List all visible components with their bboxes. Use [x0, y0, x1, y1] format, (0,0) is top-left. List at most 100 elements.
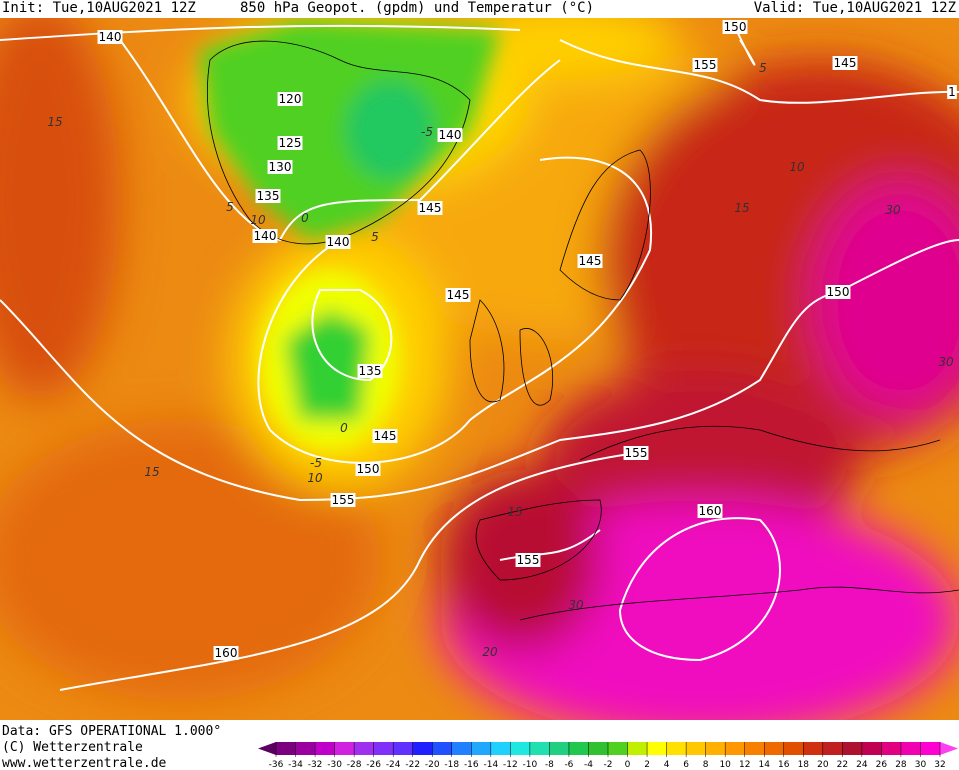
label-box [437, 128, 463, 142]
colorbar-label: 26 [876, 760, 888, 770]
colorbar: -36 -34 -32 -30 -28 -26 -24 -22 -20 -18 -16 -14 -12-… [258, 742, 958, 770]
label-box [722, 20, 748, 34]
colorbar-label: -2 [604, 760, 613, 770]
copyright: (C) Wetterzentrale [2, 740, 143, 755]
map-field [0, 18, 959, 720]
colorbar-cell [803, 742, 824, 755]
colorbar-label: 6 [683, 760, 689, 770]
colorbar-cell [647, 742, 668, 755]
colorbar-cell [783, 742, 804, 755]
colorbar-label: -6 [564, 760, 573, 770]
temperature-label: 5 [759, 61, 767, 75]
temperature-label: 10 [307, 471, 323, 485]
colorbar-label: 22 [837, 760, 848, 770]
colorbar-cell [490, 742, 511, 755]
label-box [832, 56, 858, 70]
colorbar-arrow [940, 742, 958, 755]
temperature-label: 15 [144, 465, 159, 479]
geopotential-label: 155 [694, 58, 717, 72]
label-box [267, 160, 293, 174]
map-title: 850 hPa Geopot. (gpdm) und Temperatur (°… [240, 0, 594, 16]
colorbar-cell [276, 742, 297, 755]
colorbar-label: 24 [856, 760, 868, 770]
colorbar-label: 20 [817, 760, 829, 770]
geopotential-label: 145 [374, 429, 397, 443]
colorbar-cell [549, 742, 570, 755]
temperature-label: 10 [250, 213, 266, 227]
coastlines [207, 40, 959, 621]
temperature-label: 15 [507, 505, 522, 519]
geopotential-label: 150 [724, 20, 747, 34]
colorbar-cell [666, 742, 687, 755]
colorbar-label: -22 [405, 760, 420, 770]
colorbar-cell [354, 742, 375, 755]
label-box [697, 504, 723, 518]
colorbar-label: -34 [288, 760, 303, 770]
colorbar-label: -24 [386, 760, 401, 770]
colorbar-label: 0 [625, 760, 631, 770]
colorbar-label: -10 [523, 760, 538, 770]
geopotential-label: 150 [827, 285, 850, 299]
geopotential-label: 135 [257, 189, 280, 203]
colorbar-cell [705, 742, 726, 755]
geopotential-label: 155 [517, 553, 540, 567]
temperature-label: 20 [482, 645, 498, 659]
geopotential-label: 145 [834, 56, 857, 70]
colorbar-label: -8 [545, 760, 554, 770]
temperature-label: 5 [371, 230, 379, 244]
label-box [213, 646, 239, 660]
geopotential-label: 160 [215, 646, 238, 660]
geopotential-label: 140 [327, 235, 350, 249]
colorbar-label: -26 [366, 760, 381, 770]
colorbar-cell [627, 742, 648, 755]
colorbar-cell [725, 742, 746, 755]
temperature-label: 10 [789, 160, 805, 174]
temperature-label: -5 [421, 125, 433, 139]
colorbar-label: 32 [934, 760, 945, 770]
colorbar-arrow [258, 742, 276, 755]
colorbar-label: 18 [798, 760, 810, 770]
colorbar-cell [900, 742, 921, 755]
colorbar-cell [568, 742, 589, 755]
colorbar-label: -12 [503, 760, 518, 770]
colorbar-cell [451, 742, 472, 755]
label-box [355, 462, 381, 476]
label-box [277, 136, 303, 150]
colorbar-cell [334, 742, 355, 755]
colorbar-label: 28 [895, 760, 907, 770]
geopotential-label: 145 [579, 254, 602, 268]
colorbar-cell [529, 742, 550, 755]
data-source: Data: GFS OPERATIONAL 1.000° [2, 724, 221, 739]
valid-time: Valid: Tue,10AUG2021 12Z [754, 0, 956, 16]
colorbar-cell [764, 742, 785, 755]
temperature-label: 30 [568, 598, 584, 612]
colorbar-label: -4 [584, 760, 593, 770]
geopotential-label: 140 [439, 128, 462, 142]
init-time: Init: Tue,10AUG2021 12Z [2, 0, 196, 16]
colorbar-cell [920, 742, 941, 755]
temperature-label: 0 [301, 211, 309, 225]
geopotential-label: 140 [254, 229, 277, 243]
label-box [255, 189, 281, 203]
colorbar-label: -14 [483, 760, 498, 770]
colorbar-cell [588, 742, 609, 755]
colorbar-cell [608, 742, 629, 755]
colorbar-cell [471, 742, 492, 755]
label-box [372, 429, 398, 443]
geopotential-label: 155 [625, 446, 648, 460]
website[interactable]: www.wetterzentrale.de [2, 756, 167, 770]
colorbar-cell [510, 742, 531, 755]
colorbar-label: 30 [915, 760, 927, 770]
temperature-label: 15 [734, 201, 749, 215]
colorbar-label: -32 [308, 760, 323, 770]
colorbar-label: -18 [444, 760, 459, 770]
colorbar-label: -36 [269, 760, 284, 770]
label-box [330, 493, 356, 507]
colorbar-cell [744, 742, 765, 755]
temperature-label: 15 [47, 115, 62, 129]
label-box [357, 364, 383, 378]
geopotential-label: 125 [279, 136, 302, 150]
